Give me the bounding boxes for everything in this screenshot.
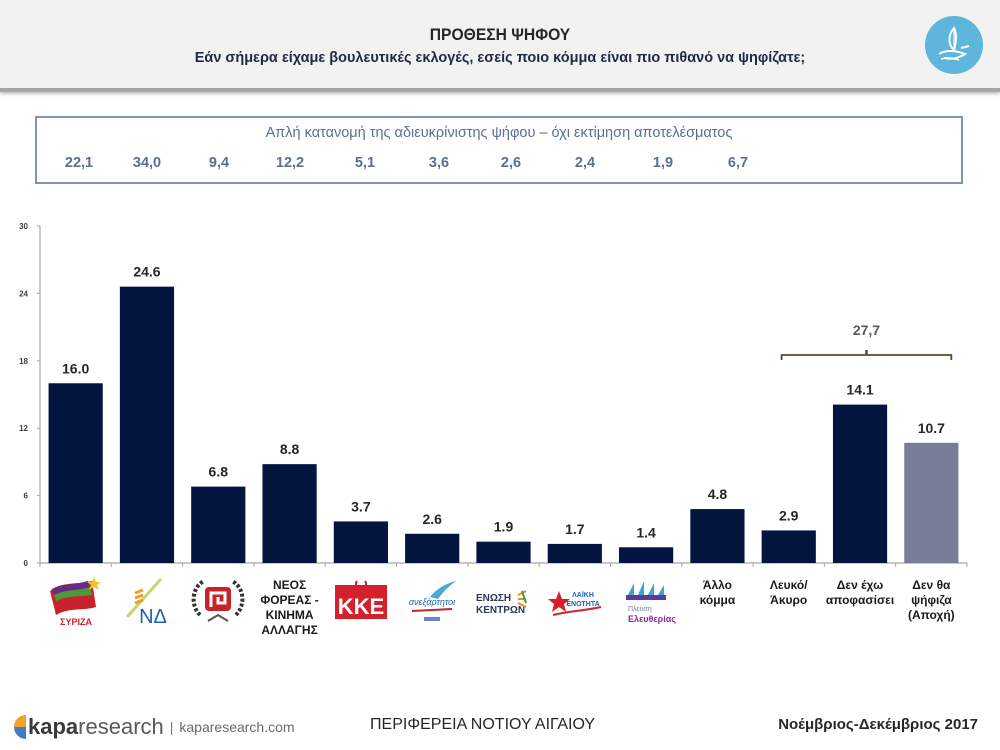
category-label-line: ΝΕΟΣ [272, 578, 307, 592]
category-label: Δεν έχω αποφασίσει [815, 578, 905, 608]
kke-logo-icon: ΚΚΕ [329, 575, 393, 630]
category-label-line: Λευκό/ [769, 578, 808, 592]
bar [904, 442, 959, 563]
bar-value-label: 1.7 [565, 521, 585, 537]
bar [547, 543, 602, 563]
dove-sail-icon [925, 16, 983, 74]
category-label: ΝΕΟΣ ΦΟΡΕΑΣ - ΚΙΝΗΜΑ ΑΛΛΑΓΗΣ [245, 578, 335, 638]
anel-logo-icon: ανεξάρτητοι [400, 575, 464, 630]
brand-bold: kapa [28, 714, 79, 739]
bracket-line [780, 354, 953, 360]
svg-text:ΚΕΝΤΡΩΝ: ΚΕΝΤΡΩΝ [476, 605, 525, 616]
category-label-line: αποφασίσει [825, 593, 895, 607]
bar-value-label: 6.8 [209, 464, 229, 480]
distribution-value: 6,7 [727, 155, 749, 171]
category-label-line: Άκυρο [770, 593, 808, 607]
bar-value-label: 2.6 [422, 511, 442, 527]
page-subtitle: Εάν σήμερα είχαμε βουλευτικές εκλογές, ε… [194, 50, 806, 66]
y-tick-label: 12 [19, 424, 28, 433]
svg-text:ΣΥΡΙΖΑ: ΣΥΡΙΖΑ [60, 617, 92, 627]
vote-intention-bar-chart: 0 6 12 18 24 30 16.0 24.6 6.8 8.8 3.7 2.6 1.9 1.7 1.4 4… [19, 222, 968, 568]
svg-text:Πλεύση: Πλεύση [628, 605, 652, 613]
page-title: ΠΡΟΘΕΣΗ ΨΗΦΟΥ [429, 25, 571, 44]
enosi-kentroon-logo-icon: ΕΝΩΣΗ ΚΕΝΤΡΩΝ [472, 575, 536, 630]
bar-value-label: 4.8 [708, 486, 728, 502]
category-label-line: (Αποχή) [908, 608, 955, 622]
brand-url: kaparesearch.com [179, 719, 295, 735]
bar-value-label: 24.6 [133, 264, 160, 280]
svg-text:ΕΝΟΤΗΤΑ: ΕΝΟΤΗΤΑ [566, 601, 599, 608]
bar [48, 383, 103, 563]
category-label-line: ΑΛΛΑΓΗΣ [261, 623, 318, 637]
distribution-value: 2,4 [574, 155, 596, 171]
brand-separator: | [169, 719, 174, 735]
bar [405, 533, 460, 563]
bar [761, 530, 816, 563]
bar [191, 486, 246, 563]
kapa-mark-icon [14, 715, 26, 739]
category-label: Λευκό/Άκυρο [744, 578, 834, 608]
distribution-value: 3,6 [428, 155, 450, 171]
bar [832, 404, 888, 563]
distribution-value: 1,9 [652, 155, 674, 171]
bar [619, 547, 674, 563]
svg-text:ΚΚΕ: ΚΚΕ [338, 594, 384, 619]
bar-value-label: 3.7 [351, 498, 371, 514]
category-label: Άλλο κόμμα [672, 578, 762, 608]
y-tick-label: 24 [19, 289, 28, 298]
bar [119, 286, 175, 563]
plefsi-eleftherias-logo-icon: Πλεύση Ελευθερίας [614, 575, 678, 630]
nd-logo-icon: ΝΔ [115, 575, 179, 630]
distribution-value: 9,4 [208, 155, 230, 171]
golden-dawn-logo-icon [186, 575, 250, 630]
laiki-enotita-logo-icon: ΛΑΪΚΗ ΕΝΟΤΗΤΑ [543, 575, 607, 630]
distribution-value: 2,6 [500, 155, 522, 171]
category-label-line: ΦΟΡΕΑΣ - [260, 593, 319, 607]
brand-light: research [78, 714, 164, 739]
bar-value-label: 10.7 [918, 420, 945, 436]
undecided-distribution-box: Απλή κατανομή της αδιευκρίνιστης ψήφου –… [35, 116, 963, 184]
svg-text:ΛΑΪΚΗ: ΛΑΪΚΗ [572, 591, 594, 599]
bar [476, 541, 531, 563]
bar-value-label: 2.9 [779, 507, 799, 523]
distribution-title: Απλή κατανομή της αδιευκρίνιστης ψήφου –… [265, 125, 733, 141]
category-label-line: Άλλο [702, 578, 733, 592]
y-tick-label: 0 [24, 559, 29, 568]
distribution-value: 5,1 [354, 155, 376, 171]
bar [262, 464, 317, 563]
category-label-line: Δεν έχω [836, 578, 884, 592]
y-tick-label: 6 [24, 492, 29, 501]
svg-text:ΕΝΩΣΗ: ΕΝΩΣΗ [476, 593, 511, 604]
distribution-value: 22,1 [64, 155, 94, 171]
bar-value-label: 8.8 [280, 441, 300, 457]
date-label: Νοέμβριος-Δεκέμβριος 2017 [778, 716, 978, 733]
category-label-line: Δεν θα [912, 578, 951, 592]
bracket-label: 27,7 [853, 322, 880, 338]
category-label-line: ΚΙΝΗΜΑ [265, 608, 314, 622]
y-tick-label: 18 [19, 357, 28, 366]
svg-text:ΝΔ: ΝΔ [139, 606, 167, 628]
bar [333, 521, 388, 563]
category-label: Δεν θα ψήφιζα (Αποχή) [886, 578, 976, 623]
bar-value-label: 14.1 [846, 382, 873, 398]
bar-value-label: 1.9 [494, 519, 514, 535]
svg-text:Ελευθερίας: Ελευθερίας [628, 614, 676, 624]
region-label: ΠΕΡΙΦΕΡΕΙΑ ΝΟΤΙΟΥ ΑΙΓΑΙΟΥ [370, 716, 596, 733]
distribution-value: 12,2 [275, 155, 305, 171]
header-banner: ΠΡΟΘΕΣΗ ΨΗΦΟΥ Εάν σήμερα είχαμε βουλευτι… [0, 0, 1000, 92]
category-label-line: κόμμα [699, 593, 736, 607]
bar [690, 509, 745, 563]
category-label-line: ψήφιζα [911, 593, 952, 607]
bar-value-label: 1.4 [636, 524, 656, 540]
syriza-logo-icon: ΣΥΡΙΖΑ [44, 575, 108, 630]
bar-value-label: 16.0 [62, 360, 89, 376]
svg-text:ανεξάρτητοι: ανεξάρτητοι [409, 597, 455, 607]
distribution-value: 34,0 [132, 155, 162, 171]
y-tick-label: 30 [19, 222, 28, 231]
kapa-research-logo: kapa research | kaparesearch.com [14, 714, 295, 740]
